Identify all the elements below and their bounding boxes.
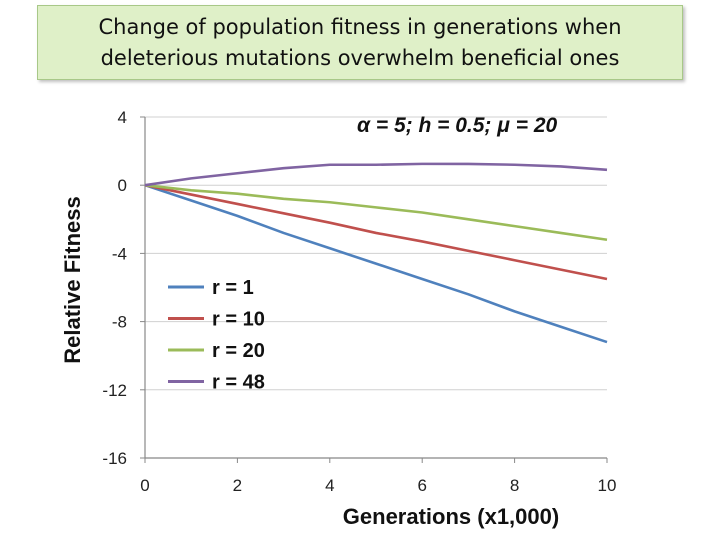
y-tick-label: 4 xyxy=(118,108,127,127)
x-tick-label: 0 xyxy=(140,476,149,495)
axes xyxy=(140,116,608,463)
parameter-annotation: α = 5; h = 0.5; μ = 20 xyxy=(357,114,558,137)
x-tick-label: 2 xyxy=(233,476,242,495)
x-tick-label: 4 xyxy=(325,476,334,495)
series-line-1 xyxy=(144,183,608,344)
y-tick-label: -4 xyxy=(112,244,127,263)
legend-label: r = 10 xyxy=(212,309,265,331)
series-line-3 xyxy=(144,183,608,242)
series-line-4 xyxy=(144,162,608,187)
x-axis-title: Generations (x1,000) xyxy=(343,504,559,529)
slide-title: Change of population fitness in generati… xyxy=(37,5,683,80)
slide-title-line-1: Change of population fitness in generati… xyxy=(98,14,622,39)
x-tick-label: 10 xyxy=(598,476,617,495)
legend: r = 1 r = 10 r = 20 r = 48 xyxy=(168,277,265,394)
x-tick-labels: 0 2 4 6 8 10 xyxy=(140,476,616,495)
legend-label: r = 1 xyxy=(212,277,254,299)
slide-title-line-2: deleterious mutations overwhelm benefici… xyxy=(100,45,620,70)
legend-label: r = 48 xyxy=(212,372,265,394)
series-line-2 xyxy=(144,183,608,281)
y-tick-label: -16 xyxy=(102,449,127,468)
legend-label: r = 20 xyxy=(212,340,265,362)
x-tick-label: 6 xyxy=(417,476,426,495)
series-lines xyxy=(144,162,608,344)
y-tick-label: -12 xyxy=(102,381,127,400)
y-axis-title: Relative Fitness xyxy=(60,196,85,364)
y-tick-label: 0 xyxy=(118,176,127,195)
y-tick-labels: 4 0 -4 -8 -12 -16 xyxy=(102,108,127,468)
y-tick-label: -8 xyxy=(112,313,127,332)
x-tick-label: 8 xyxy=(510,476,519,495)
